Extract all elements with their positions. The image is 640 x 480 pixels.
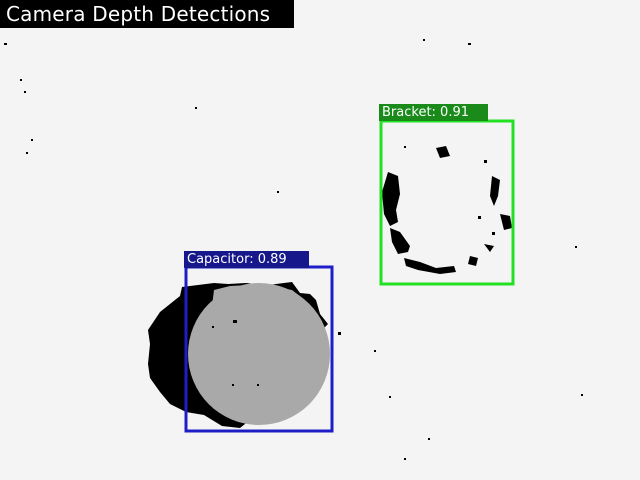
capacitor-specks	[212, 320, 259, 386]
bracket-detection-label: Bracket: 0.91	[379, 104, 488, 121]
window-title: Camera Depth Detections	[0, 0, 294, 28]
capacitor-detection-label: Capacitor: 0.89	[184, 251, 309, 268]
capacitor-top-notch	[212, 285, 305, 306]
bracket-ring	[382, 146, 512, 274]
capacitor-body	[188, 283, 330, 425]
bracket-detection-box[interactable]	[379, 119, 515, 286]
